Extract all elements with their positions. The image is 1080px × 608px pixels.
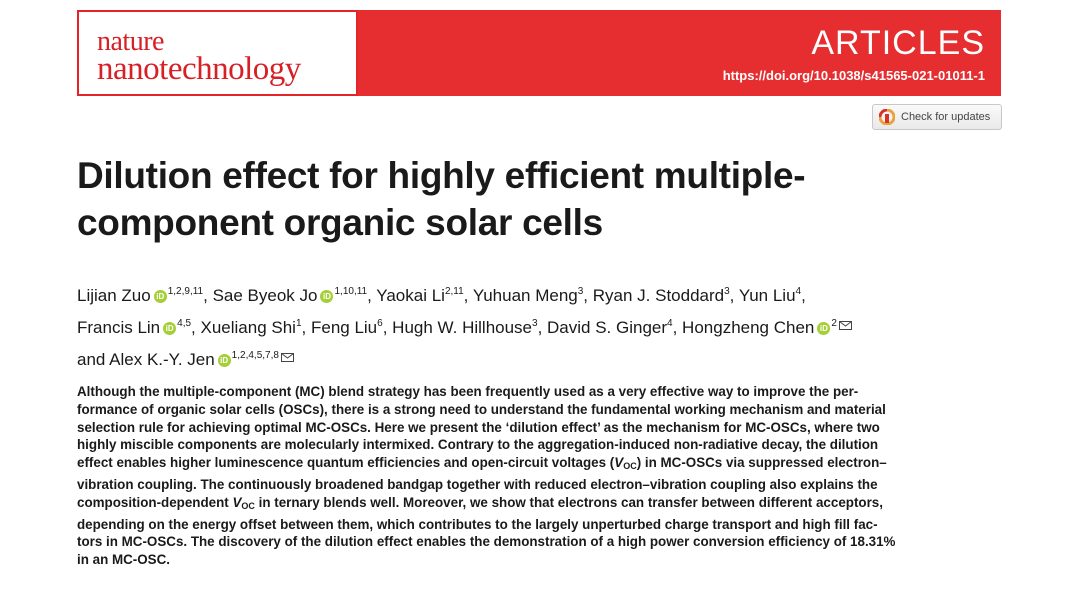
author-name: Hugh W. Hillhouse [392,318,533,337]
author-name: Yaokai Li [376,286,445,305]
author-affiliation: 1,2,9,11 [167,286,204,297]
title-line: component organic solar cells [77,202,603,243]
author-affiliation: 1 [295,318,302,329]
author-separator: , [672,318,683,337]
voc-subscript: OC [241,500,255,511]
orcid-icon[interactable]: iD [153,290,167,303]
author-affiliation: 1,10,11 [334,286,368,297]
abstract-line: depending on the energy offset between t… [77,516,878,532]
article-title: Dilution effect for highly efficient mul… [77,152,977,246]
abstract-text: in ternary blends well. Moreover, we sho… [254,494,883,510]
article-type-label: ARTICLES [811,24,985,62]
author-name: Hongzheng Chen [682,318,815,337]
abstract-line: formance of organic solar cells (OSCs), … [77,401,886,417]
author-affiliation: 4 [795,286,802,297]
author-name: Sae Byeok Jo [212,286,318,305]
voc-symbol: V [614,455,624,471]
author[interactable]: Hugh W. Hillhouse3, [392,318,547,337]
orcid-icon[interactable]: iD [320,290,334,303]
check-updates-icon [879,109,895,125]
mail-icon[interactable] [838,321,852,330]
abstract-line: in an MC-OSC. [77,552,170,568]
author-separator: , [801,286,806,305]
abstract-line: composition-dependent VOC in ternary ble… [77,494,1005,516]
author-affiliation: 3 [577,286,584,297]
author-separator: , [583,286,593,305]
orcid-icon[interactable]: iD [817,322,831,335]
abstract-line: tors in MC-OSCs. The discovery of the di… [77,534,896,550]
author-name: and Alex K.-Y. Jen [77,350,215,369]
author[interactable]: Hongzheng Chen iD 2 [682,318,852,337]
author-name: Francis Lin [77,318,161,337]
author-affiliation: 1,2,4,5,7,8 [231,350,279,361]
check-for-updates-button[interactable]: Check for updates [872,104,1002,130]
author-separator: , [729,286,739,305]
abstract: Although the multiple-component (MC) ble… [77,383,1005,569]
abstract-line: Although the multiple-component (MC) ble… [77,384,859,399]
author-list: Lijian Zuo iD 1,2,9,11, Sae Byeok Jo iD 1,10… [77,278,1037,374]
author[interactable]: David S. Ginger4, [547,318,682,337]
author[interactable]: Xueliang Shi1, [201,318,311,337]
journal-header: nature nanotechnology ARTICLES https://d… [77,10,1001,96]
author[interactable]: Yun Liu4, [739,286,806,305]
author-affiliation: 6 [377,318,383,329]
author[interactable]: Sae Byeok Jo iD 1,10,11, [213,286,377,305]
doi-link[interactable]: https://doi.org/10.1038/s41565-021-01011… [722,68,985,83]
journal-logo[interactable]: nature nanotechnology [77,10,358,96]
author-name: Lijian Zuo [77,286,151,305]
abstract-line: effect enables higher luminescence quant… [77,454,1005,476]
voc-symbol: V [232,494,242,510]
author[interactable]: Francis Lin iD 4,5, [77,318,201,337]
author-separator: , [203,286,213,305]
check-updates-label: Check for updates [901,111,991,123]
orcid-icon[interactable]: iD [217,354,231,367]
author-separator: , [537,318,548,337]
author[interactable]: Ryan J. Stoddard3, [593,286,739,305]
author-affiliation: 4 [667,318,673,329]
mail-icon[interactable] [280,353,294,362]
abstract-text: ) in MC-OSCs via suppressed electron– [636,455,887,471]
author-affiliation: 4,5 [177,318,192,329]
author-separator: , [382,318,393,337]
author[interactable]: Yaokai Li2,11, [376,286,473,305]
author-separator: , [367,286,377,305]
author-separator: , [191,318,201,337]
author-separator: , [301,318,311,337]
journal-name-line2: nanotechnology [97,51,301,87]
author[interactable]: Yuhuan Meng3, [473,286,593,305]
journal-name-line1: nature [97,26,164,57]
author-affiliation: 2,11 [444,286,464,297]
author-name: Yun Liu [738,286,796,305]
title-line: Dilution effect for highly efficient mul… [77,155,806,196]
author-affiliation: 2 [831,318,837,329]
author-name: Ryan J. Stoddard [592,286,725,305]
orcid-icon[interactable]: iD [163,322,177,335]
header-band: ARTICLES https://doi.org/10.1038/s41565-… [358,10,1001,96]
abstract-line: highly miscible components are molecular… [77,437,879,453]
abstract-text: effect enables higher luminescence quant… [77,455,615,471]
author-name: Xueliang Shi [200,318,296,337]
author-affiliation: 3 [532,318,538,329]
author-name: Feng Liu [310,318,378,337]
abstract-line: selection rule for achieving optimal MC-… [77,419,880,435]
author[interactable]: Feng Liu6, [311,318,392,337]
author[interactable]: Lijian Zuo iD 1,2,9,11, [77,286,213,305]
voc-subscript: OC [623,461,637,472]
abstract-text: composition-dependent [77,494,233,510]
author-separator: , [463,286,473,305]
abstract-line: vibration coupling. The continuously bro… [77,476,878,492]
author-affiliation: 3 [724,286,730,297]
author[interactable]: and Alex K.-Y. Jen iD 1,2,4,5,7,8 [77,350,294,369]
author-name: David S. Ginger [547,318,668,337]
author-name: Yuhuan Meng [472,286,578,305]
